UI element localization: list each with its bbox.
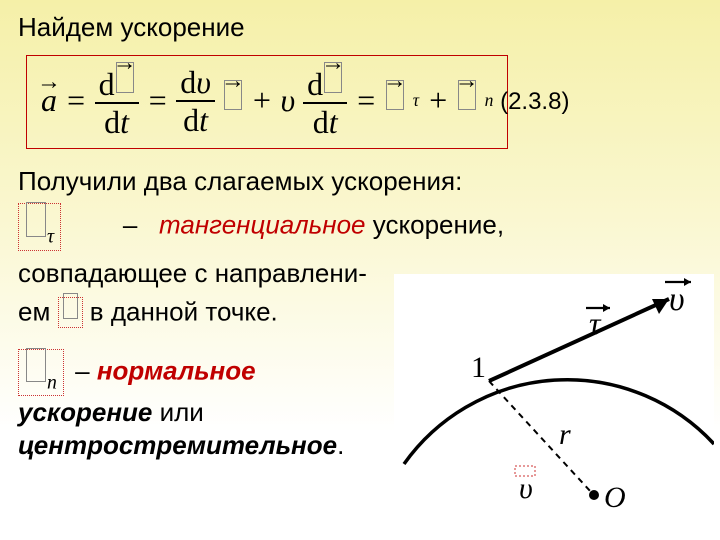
para-got-two: Получили два слагаемых ускорения: <box>18 165 702 198</box>
equation: a = d dt = dυ dt + υ d dt = τ + n <box>41 64 493 138</box>
equation-box: (2.3.8) a = d dt = dυ dt + υ d dt = τ + … <box>26 55 508 149</box>
label-v: υ <box>669 281 685 318</box>
radius-line <box>489 381 591 492</box>
line-normal: n – нормальное ускорение или центрострем… <box>18 349 418 461</box>
equation-ref: (2.3.8) <box>500 88 569 116</box>
center-point <box>589 490 599 500</box>
tangent-arrow <box>489 299 669 381</box>
label-one: 1 <box>471 351 486 384</box>
label-O: O <box>604 481 626 514</box>
line-tangential: τ – тангенциальное ускорение, <box>18 203 702 250</box>
heading: Найдем ускорение <box>18 12 702 43</box>
label-vmid: υ <box>519 472 533 505</box>
label-tau: τ <box>589 305 602 341</box>
figure-circular-motion: 1 υ τ r O υ <box>394 274 714 534</box>
label-r: r <box>559 418 571 451</box>
